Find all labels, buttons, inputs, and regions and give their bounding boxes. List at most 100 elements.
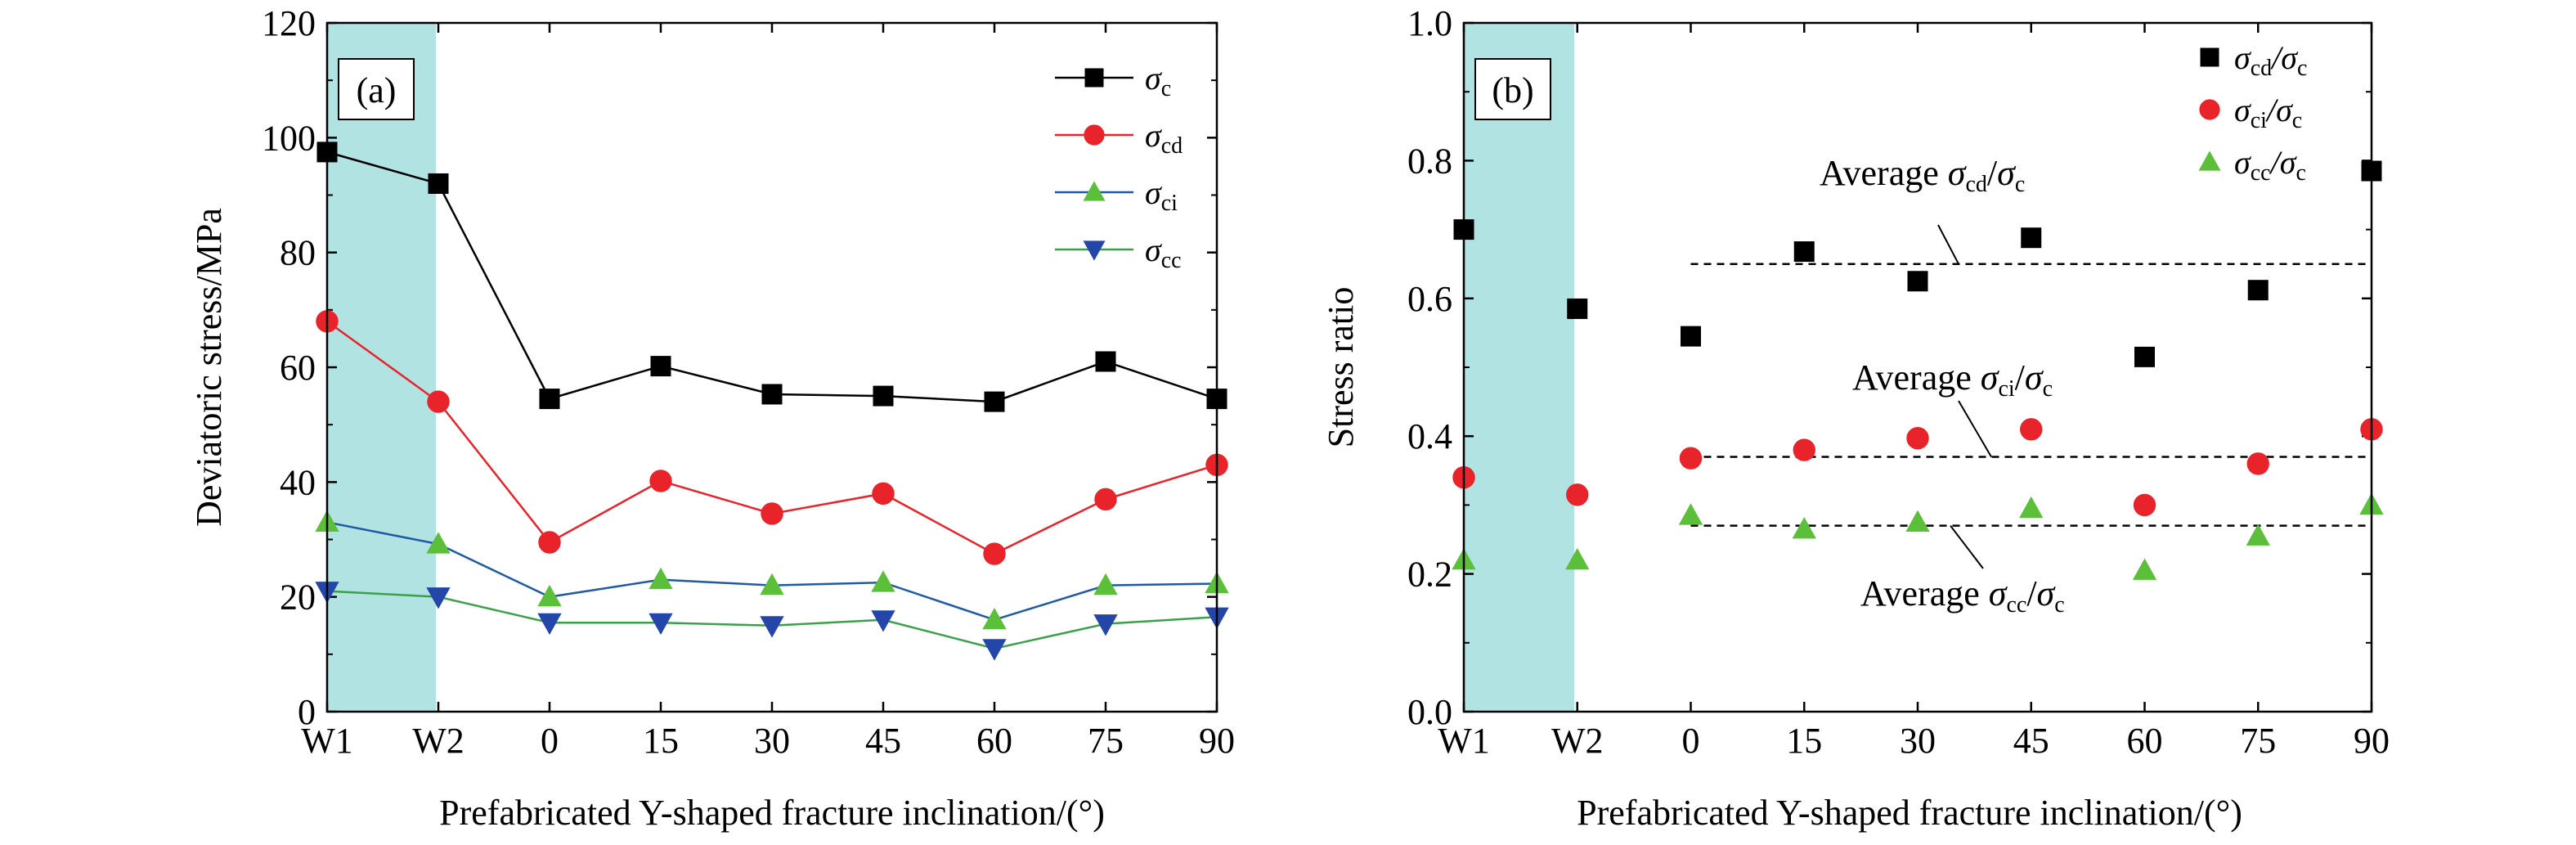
panel-b-label: (b) <box>1492 70 1533 110</box>
data-point-3-3 <box>648 613 673 636</box>
data-point-1-6 <box>2133 493 2156 517</box>
data-point-1-3 <box>649 470 672 492</box>
average-leader-ci <box>1958 400 1992 457</box>
data-point-2-4 <box>760 573 784 596</box>
data-point-1-4 <box>1906 427 1929 450</box>
x-tick-label: 15 <box>1786 721 1822 761</box>
x-tick-label: W1 <box>301 721 353 761</box>
panel-a-x-axis-label: Prefabricated Y-shaped fracture inclinat… <box>439 793 1105 833</box>
legend-marker <box>1083 181 1106 201</box>
x-tick-label: 15 <box>643 721 679 761</box>
average-label-ci: Average σci/σc <box>1852 357 2053 402</box>
y-tick-label: 0.6 <box>1407 279 1452 319</box>
x-tick-label: 75 <box>1088 721 1124 761</box>
legend-label: σc <box>1145 60 1171 101</box>
data-point-3-5 <box>871 610 895 632</box>
data-point-0-7 <box>1095 351 1116 372</box>
average-leader-cc <box>1950 525 1984 569</box>
data-point-1-2 <box>1679 447 1703 470</box>
y-tick-label: 0.8 <box>1407 141 1452 181</box>
panel-b: 0.0 0.2 0.4 0.6 0.8 1.0 W1 W2 0 15 30 45 60 75 90 Aver… <box>1321 3 2390 833</box>
data-point-0-4 <box>761 384 783 405</box>
data-point-2-3 <box>1792 517 1816 539</box>
data-point-0-7 <box>2247 280 2269 301</box>
data-point-0-5 <box>873 385 894 407</box>
y-tick-label: 0.0 <box>1407 692 1452 732</box>
x-tick-label: 60 <box>2127 721 2163 761</box>
y-tick-label: 120 <box>262 3 316 43</box>
legend-marker <box>2200 47 2219 67</box>
data-point-0-2 <box>539 389 560 410</box>
legend-label: σci/σc <box>2234 92 2302 133</box>
legend-label: σcc <box>1145 231 1182 273</box>
data-point-1-2 <box>538 531 561 554</box>
x-tick-label: 45 <box>865 721 901 761</box>
legend-marker <box>1084 124 1105 146</box>
data-point-2-6 <box>982 607 1007 630</box>
panel-a-label: (a) <box>357 70 397 110</box>
data-point-2-1 <box>1565 547 1590 570</box>
y-tick-label: 80 <box>280 233 316 273</box>
data-point-1-7 <box>2246 452 2269 475</box>
legend-marker <box>2198 151 2221 171</box>
x-tick-label: W2 <box>412 721 464 761</box>
x-tick-label: 30 <box>754 721 790 761</box>
data-point-2-7 <box>2246 524 2270 546</box>
data-point-3-7 <box>1093 614 1118 636</box>
panel-a-frame <box>325 21 1218 713</box>
data-point-1-3 <box>1793 438 1815 461</box>
average-label-cc: Average σcc/σc <box>1860 573 2065 618</box>
x-tick-label: 75 <box>2240 721 2276 761</box>
data-point-0-3 <box>1793 241 1815 263</box>
data-point-3-4 <box>760 616 784 638</box>
average-leader-cd <box>1937 224 1959 265</box>
data-point-2-3 <box>648 567 673 590</box>
data-point-1-4 <box>761 502 783 525</box>
panel-b-frame <box>1462 21 2373 713</box>
data-point-1-5 <box>2020 418 2043 441</box>
y-tick-label: 1.0 <box>1407 3 1452 43</box>
data-point-0-6 <box>984 391 1005 412</box>
data-point-1-6 <box>983 542 1006 565</box>
x-tick-label: 45 <box>2013 721 2049 761</box>
panel-b-label-box <box>1474 58 1551 120</box>
data-point-2-4 <box>1905 510 1930 532</box>
legend-label: σcd/σc <box>2234 39 2307 81</box>
y-tick-label: 60 <box>280 348 316 388</box>
data-point-1-5 <box>872 482 895 506</box>
panel-a-y-axis-label: Deviatoric stress/MPa <box>189 208 229 527</box>
data-point-2-5 <box>871 570 895 592</box>
legend-marker <box>1084 68 1104 88</box>
legend-label: σcd <box>1145 117 1183 159</box>
data-point-3-2 <box>537 613 562 636</box>
data-point-2-2 <box>1678 503 1703 525</box>
data-point-2-1 <box>426 532 451 554</box>
data-point-0-4 <box>1907 271 1928 292</box>
panel-b-y-axis-label: Stress ratio <box>1321 287 1361 448</box>
x-tick-label: 0 <box>1682 721 1700 761</box>
panel-a-label-box <box>338 58 415 120</box>
panel-a: 0 20 40 60 80 100 120 W1 W2 0 15 30 45 60 75 90 (a) Dev… <box>189 3 1235 833</box>
x-tick-label: W1 <box>1438 721 1490 761</box>
data-point-0-2 <box>1681 326 1701 347</box>
y-tick-label: 40 <box>280 462 316 502</box>
panel-a-legend: σc σcd σci σcc <box>1055 60 1183 273</box>
data-point-2-7 <box>1093 573 1118 596</box>
data-point-1-1 <box>427 390 450 413</box>
panel-b-shaded-region <box>1464 23 1574 712</box>
data-point-2-2 <box>537 584 562 607</box>
y-tick-label: 0.2 <box>1407 555 1452 595</box>
average-label-cd: Average σcd/σc <box>1820 153 2025 197</box>
x-tick-label: 90 <box>1199 721 1235 761</box>
legend-label: σci <box>1145 174 1178 216</box>
x-tick-label: W2 <box>1551 721 1604 761</box>
x-tick-label: 30 <box>1900 721 1936 761</box>
data-point-3-6 <box>982 639 1007 661</box>
data-point-2-5 <box>2019 496 2044 519</box>
data-point-3-1 <box>426 587 451 609</box>
x-tick-label: 60 <box>976 721 1012 761</box>
data-point-0-1 <box>428 173 449 194</box>
data-point-2-6 <box>2132 558 2157 580</box>
panel-b-legend: σcd/σc σci/σc σcc/σc <box>2198 39 2307 186</box>
